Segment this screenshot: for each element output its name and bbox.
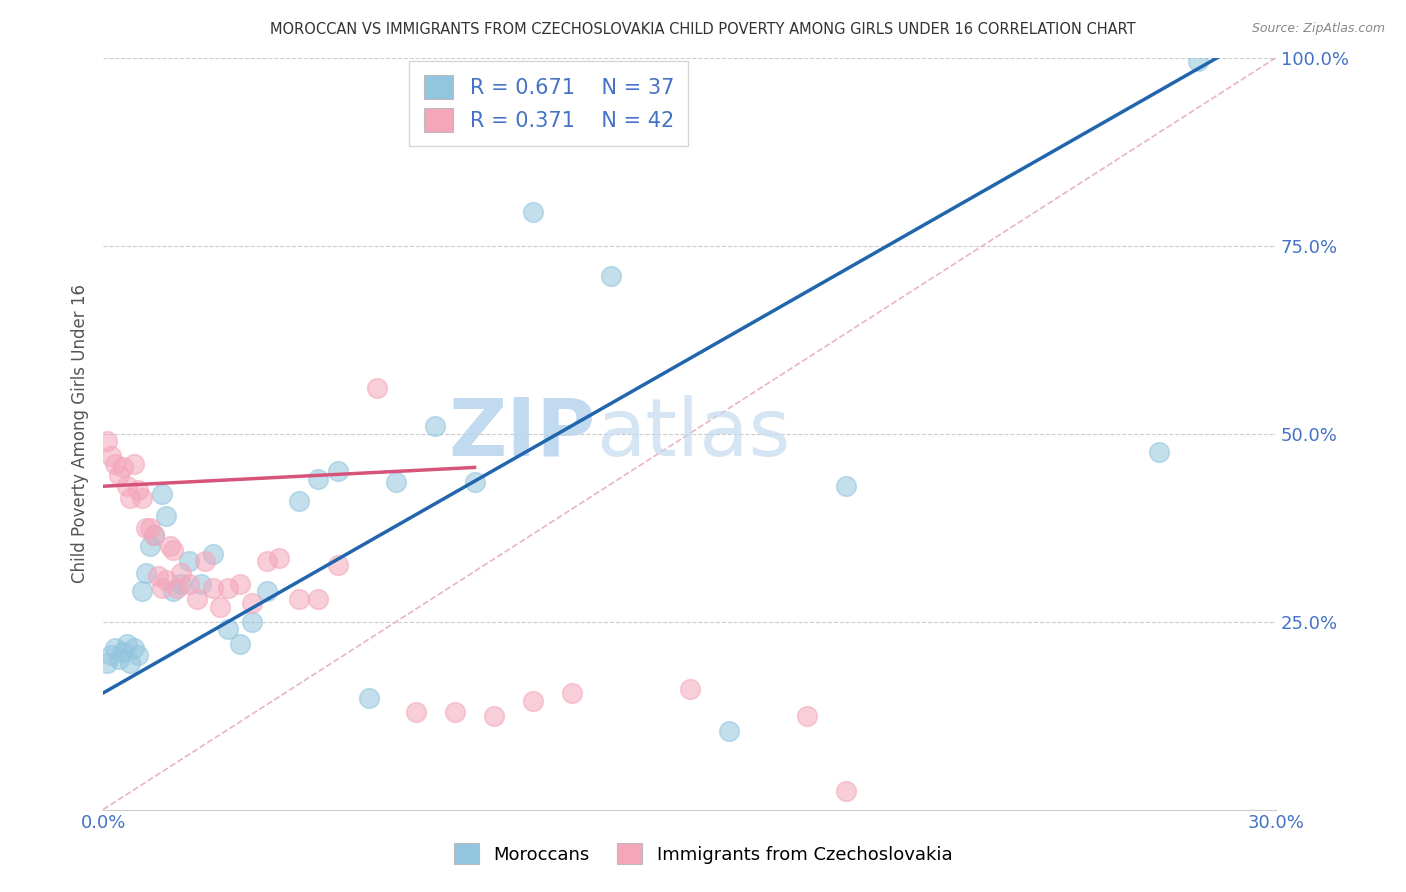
Point: [444, 705, 467, 719]
Point: [217, 622, 239, 636]
Point: [796, 708, 818, 723]
Legend: Moroccans, Immigrants from Czechoslovakia: Moroccans, Immigrants from Czechoslovaki…: [439, 829, 967, 879]
Point: [155, 509, 177, 524]
Point: [482, 708, 505, 723]
Point: [179, 577, 201, 591]
Point: [522, 204, 544, 219]
Point: [522, 693, 544, 707]
Point: [150, 487, 173, 501]
Point: [135, 566, 157, 580]
Point: [405, 705, 427, 719]
Point: [139, 540, 162, 554]
Point: [146, 569, 169, 583]
Point: [179, 554, 201, 568]
Point: [357, 691, 380, 706]
Point: [131, 584, 153, 599]
Point: [139, 520, 162, 534]
Point: [131, 491, 153, 505]
Point: [326, 464, 349, 478]
Point: [127, 648, 149, 663]
Point: [100, 449, 122, 463]
Point: [120, 656, 142, 670]
Point: [307, 592, 329, 607]
Point: [127, 483, 149, 497]
Point: [229, 577, 252, 591]
Point: [142, 528, 165, 542]
Point: [835, 783, 858, 797]
Point: [159, 540, 181, 554]
Point: [717, 723, 740, 738]
Point: [464, 475, 486, 490]
Point: [104, 457, 127, 471]
Point: [107, 652, 129, 666]
Point: [190, 577, 212, 591]
Point: [240, 596, 263, 610]
Point: [162, 543, 184, 558]
Point: [142, 528, 165, 542]
Point: [385, 475, 408, 490]
Point: [170, 566, 193, 580]
Point: [111, 645, 134, 659]
Point: [287, 592, 309, 607]
Point: [150, 581, 173, 595]
Text: MOROCCAN VS IMMIGRANTS FROM CZECHOSLOVAKIA CHILD POVERTY AMONG GIRLS UNDER 16 CO: MOROCCAN VS IMMIGRANTS FROM CZECHOSLOVAK…: [270, 22, 1136, 37]
Point: [124, 640, 146, 655]
Y-axis label: Child Poverty Among Girls Under 16: Child Poverty Among Girls Under 16: [72, 285, 89, 583]
Point: [1147, 445, 1170, 459]
Point: [201, 547, 224, 561]
Point: [135, 520, 157, 534]
Point: [124, 457, 146, 471]
Point: [307, 472, 329, 486]
Point: [107, 467, 129, 482]
Point: [209, 599, 232, 614]
Point: [100, 648, 122, 663]
Point: [425, 419, 447, 434]
Point: [96, 656, 118, 670]
Point: [170, 577, 193, 591]
Point: [201, 581, 224, 595]
Legend: R = 0.671    N = 37, R = 0.371    N = 42: R = 0.671 N = 37, R = 0.371 N = 42: [409, 61, 689, 146]
Point: [120, 491, 142, 505]
Point: [267, 550, 290, 565]
Point: [240, 615, 263, 629]
Point: [115, 637, 138, 651]
Point: [104, 640, 127, 655]
Text: ZIP: ZIP: [449, 394, 596, 473]
Point: [166, 581, 188, 595]
Point: [326, 558, 349, 573]
Point: [561, 686, 583, 700]
Point: [96, 434, 118, 449]
Point: [217, 581, 239, 595]
Point: [115, 479, 138, 493]
Point: [256, 584, 278, 599]
Point: [366, 382, 388, 396]
Text: atlas: atlas: [596, 394, 790, 473]
Point: [229, 637, 252, 651]
Point: [835, 479, 858, 493]
Point: [600, 268, 623, 283]
Point: [162, 584, 184, 599]
Point: [256, 554, 278, 568]
Text: Source: ZipAtlas.com: Source: ZipAtlas.com: [1251, 22, 1385, 36]
Point: [678, 682, 700, 697]
Point: [1187, 54, 1209, 69]
Point: [186, 592, 208, 607]
Point: [287, 494, 309, 508]
Point: [155, 573, 177, 587]
Point: [194, 554, 217, 568]
Point: [111, 460, 134, 475]
